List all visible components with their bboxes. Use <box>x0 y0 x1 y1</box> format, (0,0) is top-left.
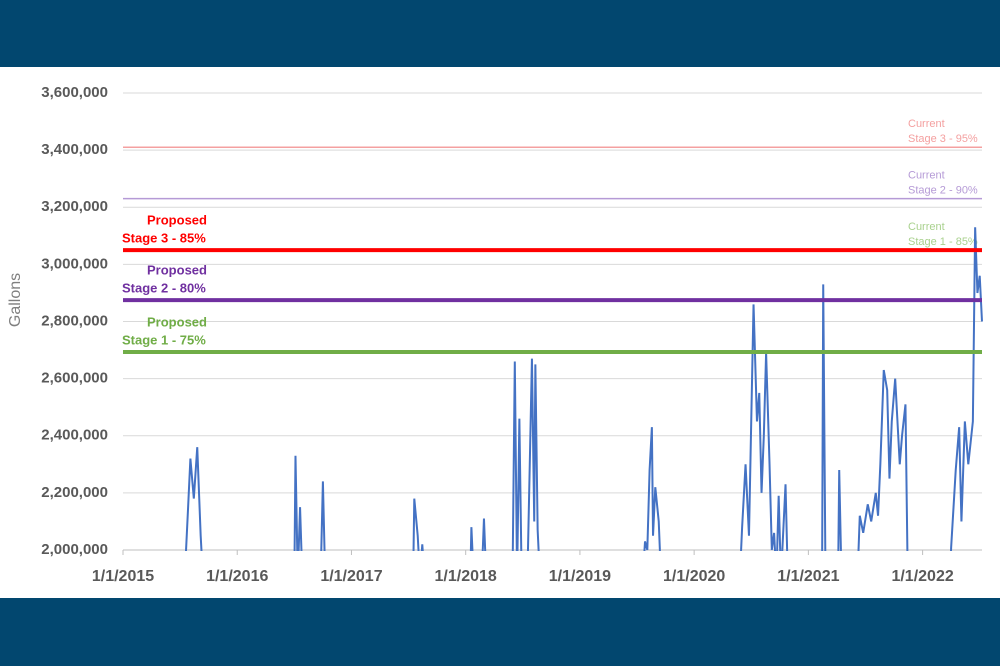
current-label: Stage 3 - 95% <box>908 133 978 145</box>
proposed-label: Proposed <box>147 314 207 329</box>
proposed-label: Stage 1 - 75% <box>122 332 206 347</box>
y-tick-label: 3,400,000 <box>41 141 108 158</box>
y-tick-label: 2,800,000 <box>41 312 108 329</box>
y-tick-label: 3,000,000 <box>41 255 108 272</box>
x-tick-label: 1/1/2017 <box>320 568 382 585</box>
x-tick-label: 1/1/2018 <box>435 568 497 585</box>
y-tick-label: 2,400,000 <box>41 427 108 444</box>
y-tick-label: 2,600,000 <box>41 370 108 387</box>
x-tick-label: 1/1/2022 <box>891 568 953 585</box>
x-tick-label: 1/1/2021 <box>777 568 839 585</box>
bottom-band <box>0 598 1000 666</box>
y-tick-label: 3,600,000 <box>41 84 108 101</box>
y-tick-label: 2,000,000 <box>41 541 108 558</box>
x-tick-label: 1/1/2015 <box>92 568 154 585</box>
proposed-label: Stage 3 - 85% <box>122 231 206 246</box>
current-label: Current <box>908 118 945 130</box>
y-tick-label: 3,200,000 <box>41 198 108 215</box>
current-label: Current <box>908 170 945 182</box>
top-band <box>0 0 1000 67</box>
x-tick-label: 1/1/2020 <box>663 568 725 585</box>
current-label: Stage 1 - 85% <box>908 236 978 248</box>
x-tick-label: 1/1/2016 <box>206 568 268 585</box>
y-tick-label: 2,200,000 <box>41 484 108 501</box>
current-label: Current <box>908 221 945 233</box>
proposed-label: Proposed <box>147 213 207 228</box>
proposed-label: Stage 2 - 80% <box>122 281 206 296</box>
current-label: Stage 2 - 90% <box>908 185 978 197</box>
y-axis-label: Gallons <box>7 273 24 327</box>
x-tick-label: 1/1/2019 <box>549 568 611 585</box>
series-line <box>185 227 983 551</box>
proposed-label: Proposed <box>147 263 207 278</box>
